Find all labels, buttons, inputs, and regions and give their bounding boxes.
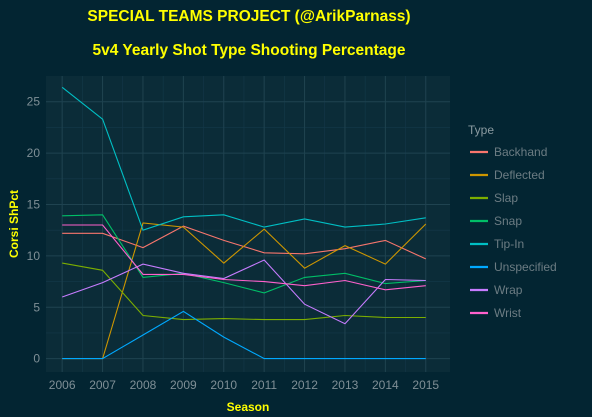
x-tick-label: 2011 bbox=[251, 378, 277, 392]
series-line-snap bbox=[62, 214, 426, 294]
x-tick-label: 2010 bbox=[210, 378, 237, 392]
y-tick-label: 15 bbox=[27, 197, 41, 211]
legend: Type Backhand Deflected Slap Snap Tip-In Unsp… bbox=[468, 123, 557, 320]
series-line-wrist bbox=[62, 224, 426, 291]
series-lines bbox=[61, 86, 427, 360]
grid bbox=[46, 76, 450, 372]
y-tick-label: 10 bbox=[27, 249, 41, 263]
x-tick-label: 2013 bbox=[332, 378, 359, 392]
x-tick-label: 2008 bbox=[130, 378, 157, 392]
x-axis: 2006 2007 2008 2009 2010 2011 2012 2013 2014 2015 bbox=[49, 378, 440, 392]
series-line-deflected bbox=[62, 222, 427, 360]
legend-label: Deflected bbox=[494, 168, 545, 182]
chart-title: SPECIAL TEAMS PROJECT (@ArikParnass) bbox=[87, 8, 410, 25]
legend-label: Backhand bbox=[494, 145, 547, 159]
legend-label: Wrist bbox=[494, 306, 522, 320]
legend-label: Unspecified bbox=[494, 260, 557, 274]
y-tick-label: 5 bbox=[33, 300, 40, 314]
chart-subtitle: 5v4 Yearly Shot Type Shooting Percentage bbox=[93, 42, 406, 59]
x-tick-label: 2014 bbox=[372, 378, 399, 392]
legend-label: Tip-In bbox=[494, 237, 524, 251]
y-axis: 0 5 10 15 20 25 bbox=[27, 95, 41, 366]
legend-label: Slap bbox=[494, 191, 518, 205]
x-tick-label: 2015 bbox=[412, 378, 439, 392]
x-tick-label: 2006 bbox=[49, 378, 76, 392]
y-tick-label: 25 bbox=[27, 95, 41, 109]
series-line-wrap bbox=[62, 259, 426, 325]
y-axis-title: Corsi ShPct bbox=[7, 190, 21, 258]
x-tick-label: 2009 bbox=[170, 378, 197, 392]
x-tick-label: 2007 bbox=[89, 378, 116, 392]
plot-panel bbox=[46, 76, 450, 372]
y-tick-label: 0 bbox=[33, 352, 40, 366]
legend-title: Type bbox=[468, 123, 494, 137]
legend-label: Wrap bbox=[494, 283, 523, 297]
x-tick-label: 2012 bbox=[291, 378, 318, 392]
series-line-tip-in bbox=[61, 86, 426, 231]
series-line-slap bbox=[62, 262, 426, 321]
y-tick-label: 20 bbox=[27, 146, 41, 160]
legend-label: Snap bbox=[494, 214, 522, 228]
series-line-unspecified bbox=[62, 310, 426, 360]
x-axis-title: Season bbox=[227, 400, 270, 414]
